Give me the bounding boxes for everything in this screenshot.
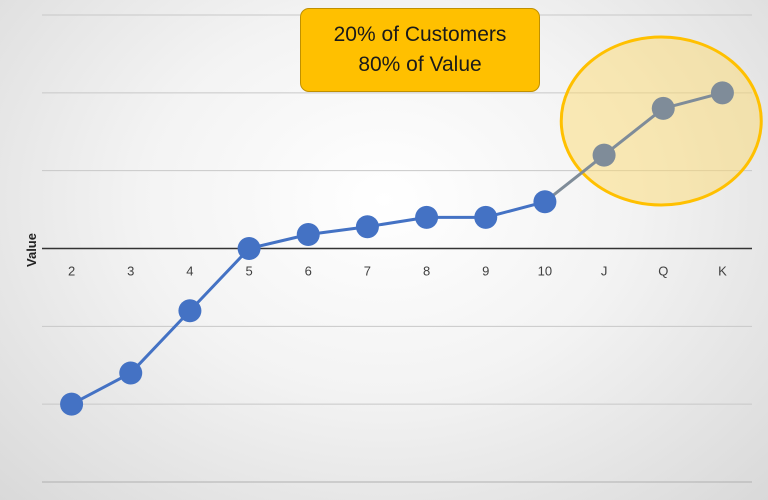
x-tick-label: K: [718, 264, 727, 279]
data-point-10: [533, 190, 557, 214]
series-line-segment: [188, 247, 251, 313]
data-point-Q: [651, 96, 675, 120]
x-tick-label: 2: [68, 264, 75, 279]
series-line-segment: [602, 106, 665, 157]
x-tick-label: Q: [658, 264, 668, 279]
data-point-4: [178, 299, 202, 323]
data-point-7: [355, 215, 379, 239]
series-points: [60, 81, 734, 416]
data-point-6: [296, 222, 320, 246]
x-tick-label: 9: [482, 264, 489, 279]
data-point-5: [237, 237, 261, 260]
x-tick-labels: 2 3 4 5 6 7 8 9 10 J Q K: [68, 264, 727, 279]
x-tick-label: 6: [305, 264, 312, 279]
x-tick-label: 10: [538, 264, 552, 279]
x-tick-label: 8: [423, 264, 430, 279]
x-tick-label: 4: [186, 264, 193, 279]
highlight-circle: [559, 35, 763, 207]
data-point-K: [710, 81, 734, 105]
series-line-segment: [129, 309, 192, 375]
y-axis-label: Value: [24, 233, 39, 267]
x-tick-label: 5: [245, 264, 252, 279]
x-tick-label: 7: [364, 264, 371, 279]
x-tick-label: J: [601, 264, 608, 279]
callout-box: 20% of Customers 80% of Value: [300, 8, 540, 92]
series-line-segment: [543, 153, 606, 204]
data-point-2: [60, 392, 84, 416]
data-point-J: [592, 143, 616, 167]
data-point-3: [119, 361, 143, 385]
data-point-8: [415, 205, 439, 229]
callout-line-2: 80% of Value: [358, 53, 482, 76]
data-point-9: [474, 205, 498, 229]
callout-line-1: 20% of Customers: [333, 23, 507, 46]
x-tick-label: 3: [127, 264, 134, 279]
